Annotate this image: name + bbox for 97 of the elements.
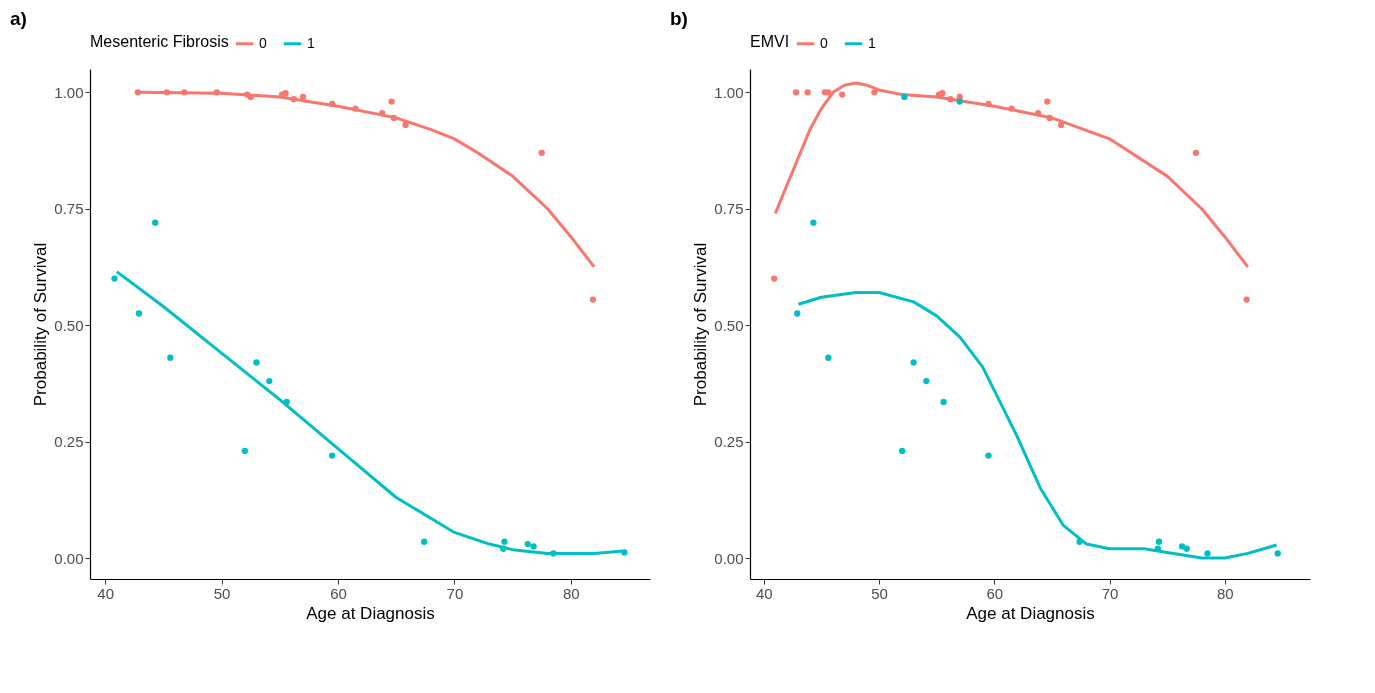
point bbox=[1178, 543, 1186, 550]
x-tick-label: 40 bbox=[97, 584, 114, 602]
x-tick-label: 40 bbox=[755, 584, 773, 602]
line-series bbox=[773, 81, 1250, 269]
point bbox=[181, 89, 188, 96]
legend-label: 0 bbox=[820, 34, 828, 51]
point bbox=[329, 100, 336, 108]
point bbox=[901, 93, 908, 101]
y-tick-label: 0.50 bbox=[54, 316, 84, 334]
point bbox=[923, 377, 930, 385]
point bbox=[621, 549, 628, 556]
y-tick-label: 0.50 bbox=[714, 316, 744, 334]
point bbox=[1044, 98, 1051, 105]
legend-label: 1 bbox=[307, 34, 315, 51]
point bbox=[1057, 121, 1065, 129]
point bbox=[390, 114, 398, 122]
point bbox=[1076, 538, 1083, 545]
legend-label: 0 bbox=[259, 34, 267, 51]
point bbox=[111, 275, 118, 282]
point bbox=[524, 540, 531, 548]
x-tick-label: 70 bbox=[1101, 584, 1119, 602]
point bbox=[871, 89, 878, 96]
point bbox=[985, 452, 992, 459]
point bbox=[283, 398, 290, 406]
point bbox=[213, 89, 221, 96]
point bbox=[282, 90, 289, 97]
x-tick-label: 50 bbox=[871, 584, 888, 602]
x-axis-title: Age at Diagnosis bbox=[306, 603, 435, 623]
point bbox=[253, 359, 260, 366]
point bbox=[135, 310, 143, 317]
text: a) bbox=[10, 8, 27, 29]
text: b) bbox=[670, 8, 688, 29]
point bbox=[1034, 110, 1042, 117]
point bbox=[134, 89, 141, 96]
point bbox=[940, 398, 947, 406]
point bbox=[1204, 550, 1211, 557]
x-tick-label: 50 bbox=[213, 584, 231, 602]
line-series bbox=[796, 291, 1279, 560]
point bbox=[538, 149, 545, 156]
point bbox=[804, 89, 811, 96]
point bbox=[266, 377, 273, 385]
y-tick-label: 0.00 bbox=[54, 549, 84, 567]
point bbox=[810, 219, 817, 226]
point bbox=[167, 354, 174, 361]
point bbox=[898, 447, 906, 455]
point bbox=[589, 296, 597, 303]
point bbox=[379, 110, 386, 117]
legend-title: EMVI bbox=[750, 33, 790, 50]
y-tick-label: 0.25 bbox=[714, 433, 744, 451]
y-tick-label: 0.75 bbox=[54, 200, 84, 218]
point bbox=[530, 543, 537, 550]
point bbox=[910, 359, 917, 366]
y-tick-label: 1.00 bbox=[54, 83, 84, 101]
point bbox=[420, 538, 428, 545]
point bbox=[985, 100, 992, 108]
point bbox=[771, 275, 778, 282]
point bbox=[825, 89, 832, 96]
point bbox=[794, 310, 801, 317]
point bbox=[939, 90, 946, 97]
point bbox=[792, 89, 800, 96]
legend-label: 1 bbox=[868, 34, 876, 51]
point bbox=[1155, 538, 1163, 545]
point bbox=[388, 98, 395, 105]
point bbox=[500, 545, 507, 552]
point bbox=[1274, 550, 1281, 557]
point bbox=[839, 91, 846, 98]
point bbox=[1008, 105, 1015, 112]
y-axis-title: Probability of Survival bbox=[31, 242, 51, 407]
point bbox=[1243, 296, 1250, 303]
x-tick-label: 60 bbox=[986, 584, 1004, 602]
point bbox=[956, 98, 963, 105]
y-tick-label: 0.25 bbox=[54, 433, 84, 451]
y-axis-title: Probability of Survival bbox=[691, 242, 711, 407]
x-tick-label: 80 bbox=[1216, 584, 1234, 602]
point bbox=[1192, 149, 1200, 156]
point bbox=[550, 550, 557, 557]
y-tick-label: 0.75 bbox=[714, 200, 744, 218]
x-tick-label: 60 bbox=[330, 584, 347, 602]
y-tick-label: 0.00 bbox=[714, 549, 744, 567]
legend-title: Mesenteric Fibrosis bbox=[90, 33, 229, 50]
point bbox=[163, 89, 170, 96]
point bbox=[825, 354, 832, 361]
point bbox=[1183, 545, 1190, 552]
point bbox=[329, 452, 336, 459]
x-tick-label: 80 bbox=[562, 584, 580, 602]
point bbox=[299, 93, 307, 101]
point bbox=[352, 105, 359, 112]
point bbox=[501, 538, 508, 545]
point bbox=[152, 219, 159, 226]
point bbox=[290, 96, 297, 103]
x-tick-label: 70 bbox=[446, 584, 464, 602]
point bbox=[1046, 114, 1053, 122]
point bbox=[241, 447, 249, 455]
point bbox=[402, 121, 409, 129]
point bbox=[947, 96, 954, 103]
y-tick-label: 1.00 bbox=[714, 83, 744, 101]
x-axis-title: Age at Diagnosis bbox=[966, 603, 1095, 623]
